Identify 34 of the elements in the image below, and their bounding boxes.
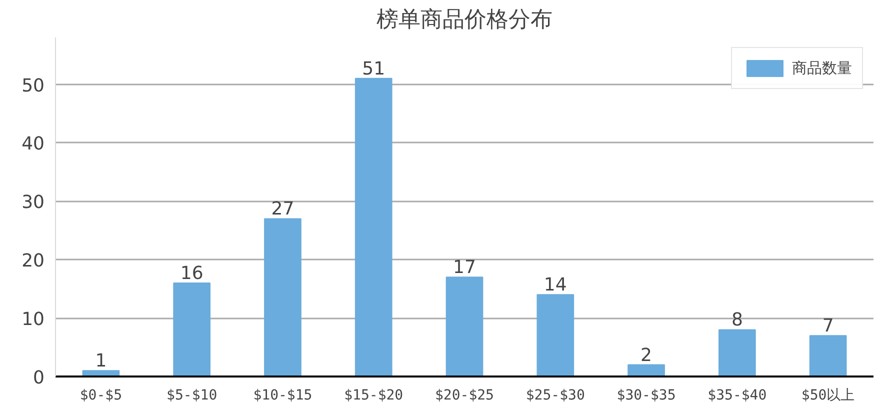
y-tick-label: 30 bbox=[22, 192, 44, 214]
data-label: 14 bbox=[544, 274, 567, 296]
bar bbox=[628, 364, 665, 376]
bar bbox=[536, 294, 574, 376]
x-tick-label: $50以上 bbox=[801, 388, 855, 404]
chart-title: 榜单商品价格分布 bbox=[376, 8, 552, 32]
y-tick-label: 20 bbox=[22, 250, 44, 272]
x-tick-label: $20-$25 bbox=[435, 388, 494, 404]
y-tick-label: 10 bbox=[22, 309, 44, 330]
x-tick-label: $0-$5 bbox=[80, 388, 122, 404]
bar bbox=[264, 218, 302, 376]
data-label: 2 bbox=[640, 344, 652, 366]
bar bbox=[446, 276, 484, 376]
data-label: 8 bbox=[731, 310, 743, 331]
bar bbox=[173, 282, 211, 376]
x-tick-label: $35-$40 bbox=[708, 388, 767, 404]
bar bbox=[718, 329, 756, 376]
data-label: 27 bbox=[271, 198, 294, 220]
x-tick-label: $30-$35 bbox=[616, 388, 676, 404]
y-tick-label: 0 bbox=[33, 368, 44, 388]
x-tick-label: $15-$20 bbox=[344, 388, 404, 404]
y-tick-label: 40 bbox=[22, 134, 44, 155]
bar bbox=[354, 78, 392, 376]
data-label: 51 bbox=[362, 58, 386, 80]
legend-label: 商品数量 bbox=[792, 58, 852, 78]
x-tick-label: $5-$10 bbox=[166, 388, 218, 404]
x-tick-label: $25-$30 bbox=[526, 388, 585, 404]
data-label: 17 bbox=[453, 257, 476, 278]
bar bbox=[809, 335, 847, 376]
data-label: 16 bbox=[180, 262, 204, 284]
data-label: 1 bbox=[95, 350, 107, 372]
x-tick-label: $10-$15 bbox=[253, 388, 312, 404]
data-label: 7 bbox=[822, 316, 834, 337]
y-tick-label: 50 bbox=[22, 75, 44, 96]
